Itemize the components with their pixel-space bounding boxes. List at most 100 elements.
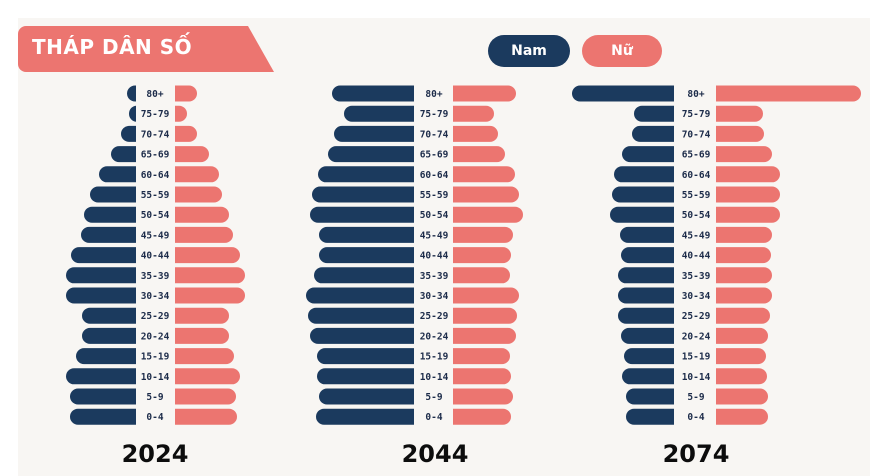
bar-female-2074-20-24 — [708, 327, 768, 344]
pyramid-2044: 80+ 75-79 70-74 65-69 60-64 55-59 50-54 45-49 40… — [306, 83, 523, 468]
age-label: 75-79 — [141, 109, 170, 120]
age-label-bg — [674, 386, 716, 407]
age-label-bg — [414, 204, 453, 225]
bar-female-2074-40-44 — [708, 247, 771, 264]
age-label: 30-34 — [420, 291, 449, 302]
age-label: 70-74 — [420, 129, 449, 140]
age-label: 70-74 — [682, 129, 711, 140]
age-label: 45-49 — [682, 230, 711, 241]
age-label-bg — [136, 123, 175, 144]
age-label-bg — [136, 406, 175, 427]
age-label: 50-54 — [141, 210, 170, 221]
age-label: 5-9 — [425, 392, 442, 403]
age-label: 35-39 — [141, 271, 170, 282]
bar-female-2024-65-69 — [167, 146, 209, 163]
bar-female-2044-80+ — [445, 85, 516, 102]
bar-female-2074-55-59 — [708, 186, 780, 203]
age-label-bg — [674, 325, 716, 346]
bar-female-2074-45-49 — [708, 226, 772, 243]
bar-female-2044-65-69 — [445, 146, 505, 163]
bar-male-2074-80+ — [572, 85, 682, 102]
bar-female-2024-40-44 — [167, 247, 240, 264]
age-label: 60-64 — [682, 170, 711, 181]
bar-male-2074-70-74 — [632, 125, 682, 142]
age-label-bg — [414, 285, 453, 306]
age-label: 65-69 — [682, 150, 711, 161]
age-label-bg — [414, 265, 453, 286]
bar-male-2074-10-14 — [622, 368, 682, 385]
bar-female-2074-60-64 — [708, 166, 780, 183]
bar-female-2044-0-4 — [445, 408, 511, 425]
age-label-bg — [136, 224, 175, 245]
age-label: 40-44 — [682, 251, 711, 262]
bar-female-2024-50-54 — [167, 206, 229, 223]
legend-male: Nam — [488, 35, 570, 67]
age-label-bg — [136, 305, 175, 326]
age-label: 40-44 — [420, 251, 449, 262]
bar-female-2024-0-4 — [167, 408, 237, 425]
age-label: 45-49 — [420, 230, 449, 241]
bar-female-2044-40-44 — [445, 247, 511, 264]
age-label: 25-29 — [682, 311, 711, 322]
bar-male-2074-65-69 — [622, 146, 682, 163]
bar-female-2074-75-79 — [708, 105, 763, 122]
age-label: 15-19 — [420, 352, 449, 363]
age-label: 80+ — [687, 89, 704, 100]
year-label-2074: 2074 — [663, 440, 730, 468]
bar-male-2044-5-9 — [319, 388, 422, 405]
age-label-bg — [674, 103, 716, 124]
bar-male-2044-50-54 — [310, 206, 422, 223]
bar-female-2024-30-34 — [167, 287, 245, 304]
bar-female-2074-65-69 — [708, 146, 772, 163]
age-label-bg — [136, 83, 175, 104]
age-label: 10-14 — [682, 372, 711, 383]
bar-male-2024-45-49 — [81, 226, 144, 243]
age-label: 15-19 — [682, 352, 711, 363]
age-label-bg — [674, 144, 716, 165]
age-label: 5-9 — [687, 392, 704, 403]
age-label: 75-79 — [682, 109, 711, 120]
bar-male-2044-55-59 — [312, 186, 422, 203]
age-label: 55-59 — [141, 190, 170, 201]
age-label: 0-4 — [425, 412, 442, 423]
age-label-bg — [414, 386, 453, 407]
age-label-bg — [136, 184, 175, 205]
bar-male-2044-20-24 — [310, 327, 422, 344]
age-label-bg — [136, 346, 175, 367]
bar-male-2044-10-14 — [317, 368, 422, 385]
bar-female-2044-60-64 — [445, 166, 515, 183]
bar-male-2074-40-44 — [621, 247, 682, 264]
age-label: 70-74 — [141, 129, 170, 140]
age-label: 0-4 — [687, 412, 704, 423]
age-label-bg — [414, 224, 453, 245]
bar-male-2044-75-79 — [344, 105, 422, 122]
bar-male-2044-0-4 — [316, 408, 422, 425]
bar-female-2044-50-54 — [445, 206, 523, 223]
age-label-bg — [414, 123, 453, 144]
age-label: 65-69 — [141, 150, 170, 161]
bar-male-2044-70-74 — [334, 125, 422, 142]
bar-male-2044-30-34 — [306, 287, 422, 304]
bar-female-2024-35-39 — [167, 267, 245, 284]
age-label-bg — [674, 83, 716, 104]
age-label: 20-24 — [682, 331, 711, 342]
year-label-2024: 2024 — [122, 440, 189, 468]
bar-female-2044-25-29 — [445, 307, 517, 324]
age-label: 35-39 — [682, 271, 711, 282]
bar-male-2024-65-69 — [111, 146, 144, 163]
age-label-bg — [674, 245, 716, 266]
bar-male-2074-25-29 — [618, 307, 682, 324]
title-banner — [18, 26, 274, 72]
age-label-bg — [136, 265, 175, 286]
age-label: 10-14 — [420, 372, 449, 383]
bar-male-2044-25-29 — [308, 307, 422, 324]
age-label-bg — [674, 204, 716, 225]
age-label-bg — [414, 164, 453, 185]
age-label-bg — [136, 164, 175, 185]
bar-male-2044-45-49 — [319, 226, 422, 243]
bar-female-2024-45-49 — [167, 226, 233, 243]
age-label: 30-34 — [141, 291, 170, 302]
bar-female-2044-20-24 — [445, 327, 516, 344]
age-label-bg — [674, 164, 716, 185]
age-label: 25-29 — [141, 311, 170, 322]
